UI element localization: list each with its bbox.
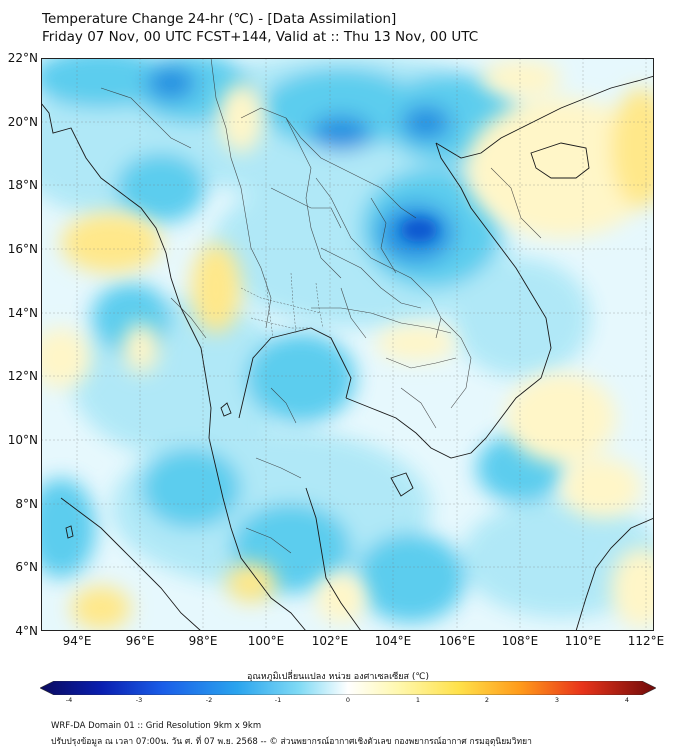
footer-credit: ปรับปรุงข้อมูล ณ เวลา 07:00น. วัน ศ. ที่… <box>51 737 532 747</box>
lon-label: 100°E <box>247 634 285 648</box>
lat-label: 20°N <box>7 115 38 129</box>
lat-label: 6°N <box>15 560 38 574</box>
map-title: Temperature Change 24-hr (℃) - [Data Ass… <box>42 11 397 27</box>
lat-label: 12°N <box>7 369 38 383</box>
lon-label: 96°E <box>125 634 155 648</box>
lat-label: 18°N <box>7 178 38 192</box>
lon-label: 104°E <box>374 634 412 648</box>
colorbar-tick: -1 <box>274 696 282 704</box>
lat-label: 10°N <box>7 433 38 447</box>
lon-label: 106°E <box>438 634 476 648</box>
lat-label: 16°N <box>7 242 38 256</box>
temperature-change-map <box>41 58 654 631</box>
map-subtitle: Friday 07 Nov, 00 UTC FCST+144, Valid at… <box>42 29 479 45</box>
lat-label: 14°N <box>7 306 38 320</box>
lat-label: 22°N <box>7 51 38 65</box>
footer-model-info: WRF-DA Domain 01 :: Grid Resolution 9km … <box>51 721 262 731</box>
lat-label: 4°N <box>15 624 38 638</box>
colorbar <box>39 680 657 696</box>
colorbar-tick: 0 <box>345 696 351 704</box>
colorbar-tick: 1 <box>415 696 421 704</box>
lon-label: 102°E <box>311 634 349 648</box>
lon-label: 112°E <box>627 634 665 648</box>
colorbar-label: อุณหภูมิเปลี่ยนแปลง หน่วย องศาเซลเซียส (… <box>246 672 430 682</box>
lon-label: 108°E <box>501 634 539 648</box>
colorbar-tick: -3 <box>135 696 143 704</box>
colorbar-tick: -4 <box>65 696 73 704</box>
lon-label: 110°E <box>564 634 602 648</box>
lat-label: 8°N <box>15 497 38 511</box>
lon-label: 94°E <box>62 634 92 648</box>
lon-label: 98°E <box>188 634 218 648</box>
colorbar-tick: 3 <box>554 696 560 704</box>
colorbar-tick: 4 <box>624 696 630 704</box>
colorbar-tick: 2 <box>484 696 490 704</box>
colorbar-tick: -2 <box>205 696 213 704</box>
